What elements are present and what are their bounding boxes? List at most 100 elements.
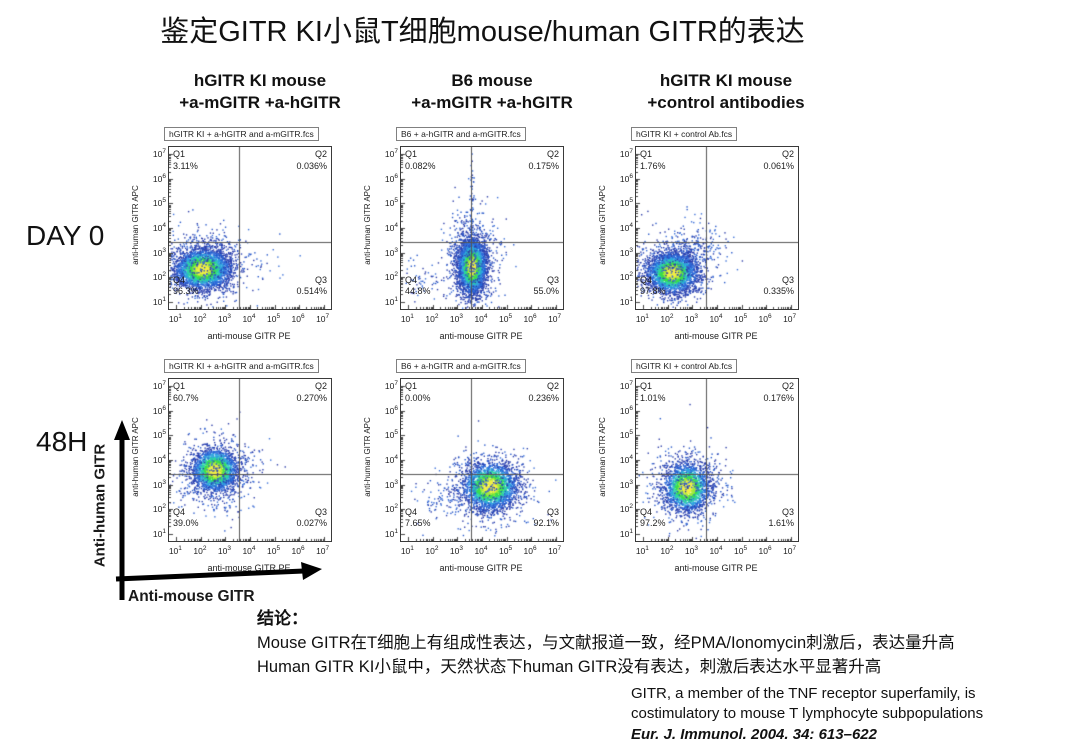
row-label-48h: 48H bbox=[36, 426, 88, 457]
y-axis-tick-label: 102 bbox=[384, 503, 398, 514]
quadrant-percentage: 44.8% bbox=[405, 286, 431, 297]
column-header-line1: hGITR KI mouse bbox=[659, 71, 793, 90]
plot-frame: Q1 1.76% Q2 0.061% Q3 0.335% Q4 97.8% bbox=[635, 146, 799, 310]
y-axis-tick-label: 103 bbox=[152, 478, 166, 490]
scatter-canvas bbox=[636, 147, 798, 309]
x-axis-tick-label: 105 bbox=[498, 545, 513, 556]
quadrant-label-q2: Q2 0.036% bbox=[296, 149, 327, 172]
y-axis-tick-label: 104 bbox=[619, 222, 633, 233]
quadrant-label-q1: Q1 3.11% bbox=[173, 149, 198, 172]
y-axis-tick-label: 107 bbox=[619, 380, 633, 392]
plot-frame: Q1 0.082% Q2 0.175% Q3 55.0% Q4 44.8% bbox=[400, 146, 564, 310]
quadrant-percentage: 0.236% bbox=[528, 392, 559, 403]
x-axis-tick-label: 107 bbox=[783, 545, 797, 556]
x-axis-tick-label: 105 bbox=[266, 545, 281, 556]
x-axis-tick-label: 106 bbox=[523, 545, 537, 556]
x-axis-tick-label: 107 bbox=[783, 313, 797, 324]
y-axis-tick-label: 106 bbox=[384, 172, 398, 184]
quadrant-name: Q3 bbox=[546, 506, 559, 517]
y-axis-tick-label: 102 bbox=[619, 271, 633, 282]
facs-plot-day0-b6: B6 + a-hGITR and a-mGITR.fcs Q1 0.082% Q2 0.… bbox=[360, 127, 572, 365]
quadrant-percentage: 0.270% bbox=[296, 392, 327, 403]
y-axis-title: anti-human GITR APC bbox=[363, 417, 372, 497]
quadrant-label-q4: Q4 96.3% bbox=[173, 275, 199, 298]
citation-line: costimulatory to mouse T lymphocyte subp… bbox=[631, 705, 984, 723]
y-axis-title: anti-human GITR APC bbox=[598, 417, 607, 497]
y-axis-tick-label: 103 bbox=[619, 478, 633, 490]
x-axis-arrowhead-icon bbox=[301, 562, 322, 580]
quadrant-percentage: 1.76% bbox=[640, 160, 666, 171]
quadrant-percentage: 1.01% bbox=[640, 392, 666, 403]
citation-line: GITR, a member of the TNF receptor super… bbox=[631, 685, 976, 702]
plot-frame: Q1 1.01% Q2 0.176% Q3 1.61% Q4 97.2% bbox=[635, 378, 799, 542]
x-axis-tick-label: 103 bbox=[217, 313, 231, 324]
facs-plot-48h-hgitr-ki-control: hGITR KI + control Ab.fcs Q1 1.01% Q2 0.176%… bbox=[595, 359, 807, 597]
quadrant-percentage: 97.8% bbox=[640, 286, 666, 297]
column-header-line2: +control antibodies bbox=[647, 93, 805, 113]
y-axis-tick-label: 102 bbox=[384, 271, 398, 282]
facs-plot-day0-hgitr-ki-control: hGITR KI + control Ab.fcs Q1 1.76% Q2 0.061%… bbox=[595, 127, 807, 365]
quadrant-name: Q2 bbox=[781, 149, 794, 159]
quadrant-name: Q3 bbox=[546, 274, 559, 285]
scatter-canvas bbox=[401, 379, 563, 541]
row-label-day0: DAY 0 bbox=[26, 220, 105, 251]
x-axis-tick-label: 101 bbox=[168, 545, 182, 556]
facs-plot-48h-b6: B6 + a-hGITR and a-mGITR.fcs Q1 0.00% Q2 0.2… bbox=[360, 359, 572, 597]
quadrant-label-q3: Q3 55.0% bbox=[533, 275, 559, 298]
column-header-line2: +a-mGITR +a-hGITR bbox=[179, 93, 341, 113]
quadrant-percentage: 7.65% bbox=[405, 518, 431, 529]
x-axis-tick-label: 104 bbox=[474, 313, 488, 324]
quadrant-label-q4: Q4 39.0% bbox=[173, 507, 199, 530]
x-axis-tick-label: 102 bbox=[660, 313, 674, 324]
y-axis-tick-label: 101 bbox=[384, 527, 398, 539]
x-axis-tick-label: 102 bbox=[193, 545, 207, 556]
sample-file-label: B6 + a-hGITR and a-mGITR.fcs bbox=[396, 359, 526, 373]
facs-plot-48h-hgitr-ki: hGITR KI + a-hGITR and a-mGITR.fcs Q1 60.7… bbox=[128, 359, 340, 597]
conclusion-block: 结论： Mouse GITR在T细胞上有组成性表达，与文献报道一致，经PMA/I… bbox=[257, 607, 955, 679]
scatter-canvas bbox=[169, 147, 331, 309]
plot-frame: Q1 60.7% Q2 0.270% Q3 0.027% Q4 39.0% bbox=[168, 378, 332, 542]
x-axis-tick-label: 101 bbox=[635, 313, 649, 324]
quadrant-label-q2: Q2 0.270% bbox=[296, 381, 327, 404]
quadrant-percentage: 60.7% bbox=[173, 392, 199, 403]
x-axis-tick-label: 107 bbox=[316, 545, 330, 556]
y-axis-tick-label: 104 bbox=[152, 222, 166, 233]
quadrant-label-q1: Q1 60.7% bbox=[173, 381, 199, 404]
y-axis-arrowhead-icon bbox=[114, 420, 130, 440]
quadrant-label-q4: Q4 44.8% bbox=[405, 275, 431, 298]
quadrant-percentage: 0.335% bbox=[763, 286, 794, 297]
x-axis-tick-label: 105 bbox=[733, 313, 748, 324]
plot-frame: Q1 0.00% Q2 0.236% Q3 92.1% Q4 7.65% bbox=[400, 378, 564, 542]
y-axis-tick-label: 101 bbox=[152, 295, 166, 307]
y-axis-tick-label: 107 bbox=[152, 148, 166, 160]
y-axis-tick-label: 105 bbox=[384, 197, 398, 209]
x-axis-tick-label: 101 bbox=[400, 545, 414, 556]
quadrant-name: Q4 bbox=[405, 274, 418, 285]
x-axis-title: anti-mouse GITR PE bbox=[207, 563, 291, 573]
x-axis-tick-label: 105 bbox=[733, 545, 748, 556]
y-axis-tick-label: 107 bbox=[384, 380, 398, 392]
x-axis-title: anti-mouse GITR PE bbox=[674, 331, 758, 341]
plot-frame: Q1 3.11% Q2 0.036% Q3 0.514% Q4 96.3% bbox=[168, 146, 332, 310]
x-axis-tick-label: 102 bbox=[660, 545, 674, 556]
x-axis-tick-label: 102 bbox=[425, 313, 439, 324]
x-axis-tick-label: 103 bbox=[449, 545, 463, 556]
quadrant-label-q1: Q1 0.00% bbox=[405, 381, 431, 404]
y-axis-tick-label: 102 bbox=[152, 271, 166, 282]
y-axis-tick-label: 105 bbox=[384, 429, 398, 441]
quadrant-percentage: 0.00% bbox=[405, 392, 431, 403]
scatter-canvas bbox=[169, 379, 331, 541]
quadrant-percentage: 96.3% bbox=[173, 286, 199, 297]
x-axis-tick-label: 105 bbox=[266, 313, 281, 324]
quadrant-percentage: 0.176% bbox=[763, 392, 794, 403]
x-axis-tick-label: 101 bbox=[635, 545, 649, 556]
quadrant-label-q1: Q1 1.76% bbox=[640, 149, 666, 172]
y-axis-title: anti-human GITR APC bbox=[598, 185, 607, 265]
y-axis-tick-label: 103 bbox=[152, 246, 166, 258]
sample-file-label: hGITR KI + a-hGITR and a-mGITR.fcs bbox=[164, 127, 319, 141]
y-axis-tick-label: 107 bbox=[152, 380, 166, 392]
x-axis-tick-label: 105 bbox=[498, 313, 513, 324]
quadrant-name: Q1 bbox=[405, 149, 418, 159]
x-axis-tick-label: 103 bbox=[684, 545, 698, 556]
